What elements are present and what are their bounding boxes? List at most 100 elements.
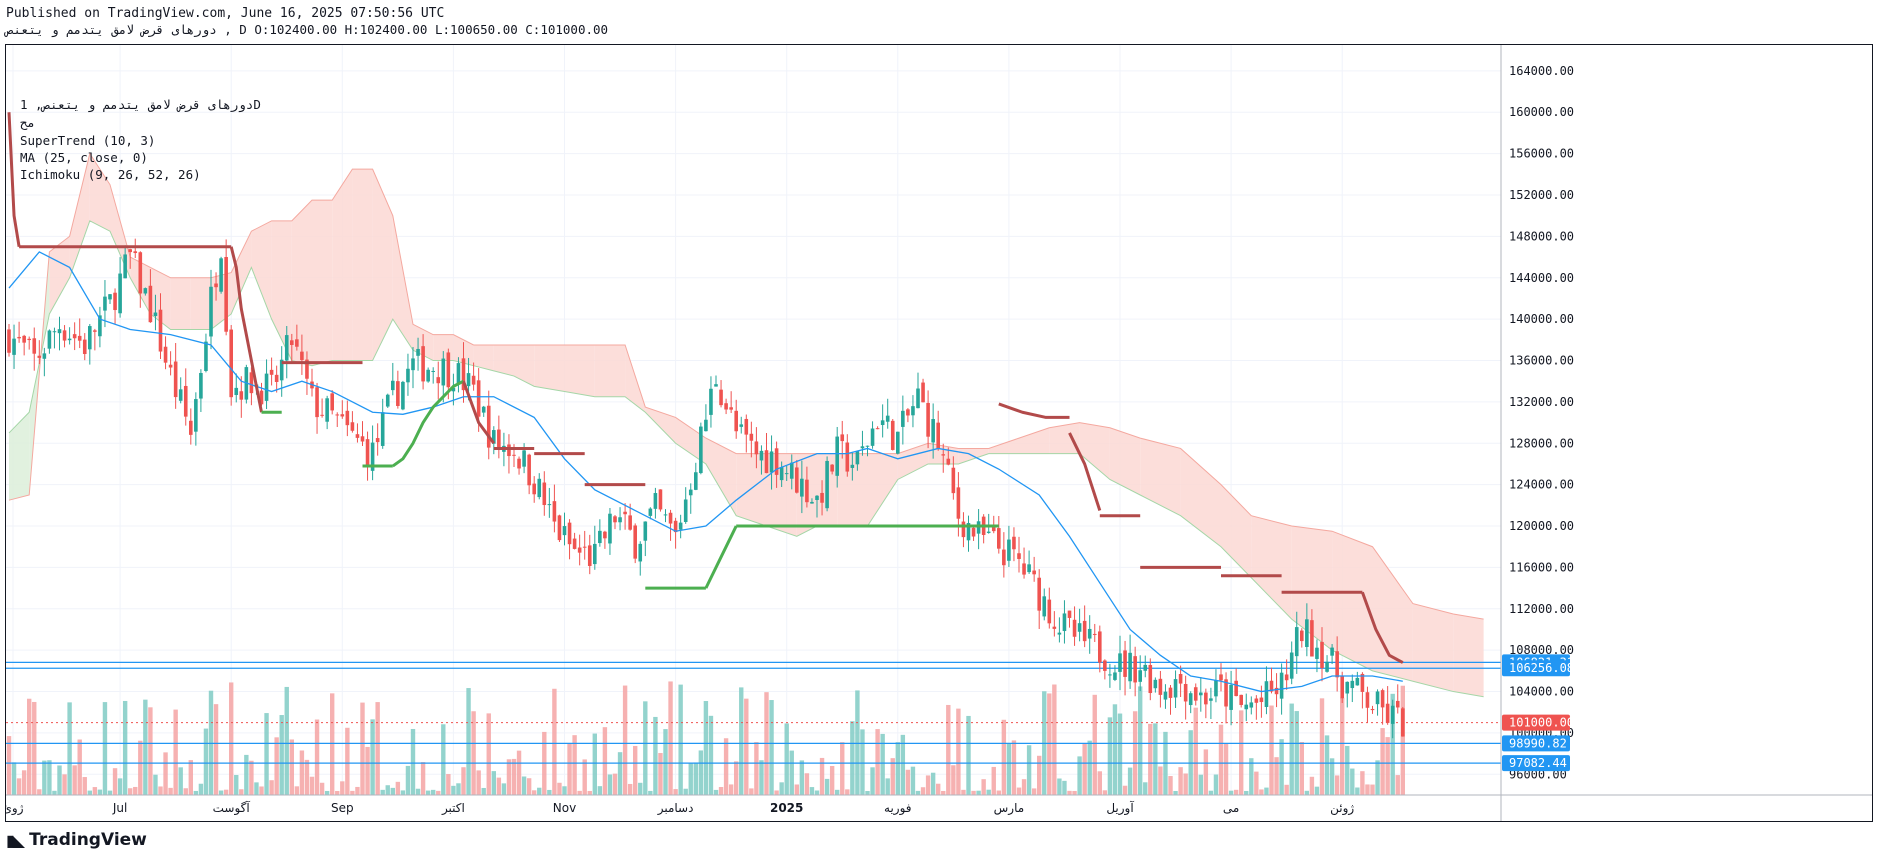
volume-bar <box>1143 782 1148 795</box>
volume-bar <box>148 707 153 795</box>
candle-body <box>17 336 21 339</box>
legend-ma[interactable]: MA (25, close, 0) <box>20 150 148 165</box>
price-label-text: 106256.08 <box>1509 661 1574 675</box>
candle-body <box>350 422 355 431</box>
candle-body <box>269 369 274 375</box>
volume-bar <box>744 698 749 795</box>
volume-bar <box>698 750 704 795</box>
volume-bar <box>355 786 360 795</box>
candle-body <box>1390 705 1395 724</box>
candle-body <box>1108 674 1112 676</box>
volume-bar <box>824 778 830 795</box>
cloud-segment <box>705 438 737 516</box>
volume-bar <box>1244 790 1249 795</box>
candle-body <box>618 517 622 523</box>
volume-bar <box>946 704 951 795</box>
legend-ichimoku[interactable]: Ichimoku (9, 26, 52, 26) <box>20 167 201 182</box>
cloud-segment <box>1079 422 1110 480</box>
candle-body <box>850 464 855 468</box>
candle-body <box>153 312 158 317</box>
legend-exchange: مح <box>20 115 36 130</box>
candle-body <box>542 482 547 506</box>
candle-body <box>1188 693 1193 706</box>
grid-lines <box>6 45 1501 795</box>
candle-body <box>552 501 557 522</box>
candle-body <box>845 442 850 472</box>
candle-body <box>1087 628 1092 639</box>
volume-bar <box>794 784 799 795</box>
cloud-segment <box>9 412 30 501</box>
candle-body <box>537 478 542 498</box>
volume-bar <box>309 776 315 795</box>
candle-body <box>769 451 774 473</box>
candle-body <box>1315 647 1319 659</box>
volume-bar <box>451 785 456 795</box>
candle-body <box>481 406 486 413</box>
candle-body <box>284 335 289 361</box>
candle-body <box>774 448 779 475</box>
price-tick-label: 136000.00 <box>1509 354 1574 368</box>
volume-bar <box>1001 719 1007 795</box>
volume-bar <box>1193 707 1198 795</box>
legend-symbol[interactable]: دورهای قرض لامق یتدمم و یتعنص, 1D <box>20 97 261 112</box>
volume-bar <box>87 790 92 795</box>
candle-body <box>471 375 476 385</box>
price-label-text: 101000.00 <box>1509 716 1574 730</box>
volume-bar <box>900 734 906 795</box>
volume-bar <box>42 760 47 795</box>
candle-body <box>754 441 759 455</box>
tradingview-branding[interactable]: ▮◣ TradingView <box>6 830 147 850</box>
candle-body <box>911 406 915 416</box>
chart-frame[interactable]: 96000.00 100000.00 104000.00 108000.00 11200… <box>5 44 1873 822</box>
candle-body <box>719 389 723 406</box>
volume-bar <box>1092 694 1097 795</box>
candle-body <box>1335 651 1339 678</box>
cloud-segment <box>170 277 191 330</box>
chart-canvas[interactable]: 96000.00100000.00104000.00108000.0011200… <box>6 45 1872 821</box>
candle-body <box>1183 683 1188 702</box>
brand-name: TradingView <box>29 830 147 850</box>
volume-bar <box>784 723 789 795</box>
volume-bar <box>410 728 416 795</box>
candle-body <box>259 390 264 405</box>
candle-body <box>1067 610 1072 618</box>
cloud-segment <box>271 220 292 361</box>
volume-bar <box>840 742 845 795</box>
volume-bar <box>97 789 103 795</box>
volume-bar <box>324 790 330 795</box>
candle-body <box>896 431 900 454</box>
volume-bar <box>117 778 123 795</box>
volume-bar <box>587 790 592 795</box>
candle-body <box>62 330 67 341</box>
volume-bar <box>814 790 820 795</box>
supertrend-segment <box>1068 432 1102 511</box>
candle-body <box>158 309 163 352</box>
volume-bar <box>860 729 865 795</box>
candle-body <box>47 330 52 349</box>
candle-body <box>325 398 329 422</box>
candle-body <box>997 528 1001 549</box>
cloud-segment <box>1291 526 1333 651</box>
cloud-segment <box>493 345 514 377</box>
candle-body <box>82 339 87 355</box>
candle-body <box>1138 670 1142 682</box>
legend-supertrend[interactable]: SuperTrend (10, 3) <box>20 133 156 148</box>
candle-body <box>1264 681 1269 707</box>
candle-body <box>305 359 309 379</box>
candle-body <box>77 335 82 341</box>
candle-body <box>1234 680 1238 697</box>
volume-bar <box>910 766 916 795</box>
volume-bar <box>708 715 714 795</box>
candle-body <box>1204 692 1208 705</box>
candle-body <box>517 458 521 469</box>
price-tick-label: 108000.00 <box>1509 643 1574 657</box>
candle-body <box>694 472 698 490</box>
candle-body <box>885 415 890 422</box>
candle-body <box>1092 633 1097 635</box>
candle-body <box>1279 672 1284 699</box>
price-tick-label: 148000.00 <box>1509 229 1574 243</box>
candle-body <box>810 501 814 504</box>
supertrend-segment <box>704 525 738 589</box>
candle-body <box>855 451 860 465</box>
volume-bar <box>1264 787 1269 795</box>
